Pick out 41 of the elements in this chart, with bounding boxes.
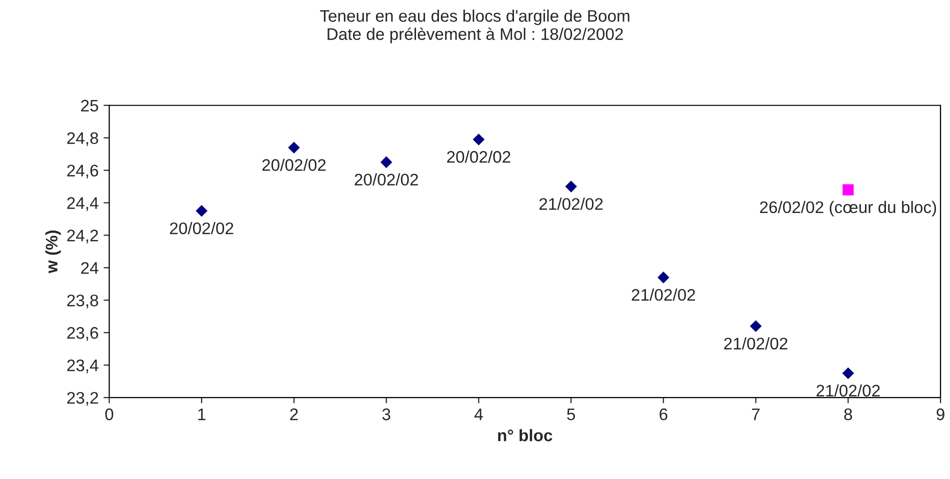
x-tick-label: 2 [290,408,298,420]
annotation: 20/02/02 [262,158,326,171]
y-tick-label: 23,6 [67,327,98,341]
y-tick-label: 24,6 [67,164,98,178]
point [380,156,392,168]
x-tick-label: 7 [752,408,760,420]
x-axis-title: n° bloc [498,429,552,442]
annotation: 20/02/02 [170,222,234,234]
chart-title: Teneur en eau des blocs d'argile de Boom Date de prélèvement à Mol : 18/02/2002 [320,10,630,44]
annotation: 21/02/02 [539,198,603,210]
annotation: 20/02/02 [354,173,418,186]
point [750,320,762,332]
annotation: 20/02/02 [447,150,510,163]
point [658,272,670,284]
y-tick-label: 24,4 [67,197,98,211]
x-tick-label: 1 [198,408,206,420]
y-tick-label: 23,2 [67,392,98,406]
point [842,184,854,196]
point [842,368,854,379]
x-tick-label: 3 [382,408,390,420]
x-tick-label: 4 [474,408,483,420]
x-tick-label: 6 [660,408,668,420]
point [288,142,300,154]
y-tick-label: 24,8 [67,132,98,146]
point [565,180,577,192]
y-axis-title: w (%) [45,230,61,274]
point [196,205,208,216]
y-tick-label: 24 [81,262,98,274]
x-tick-label: 0 [105,408,114,420]
x-tick-label: 9 [936,408,944,420]
point [473,134,484,146]
annotation: 26/02/02 (cœur du bloc) [760,200,936,216]
annotation: 21/02/02 [632,288,696,301]
y-tick-label: 23,8 [67,294,98,308]
x-tick-label: 5 [567,408,575,420]
annotation: 21/02/02 [724,337,788,350]
annotation: 21/02/02 [816,384,880,397]
y-tick-label: 24,2 [67,230,98,244]
y-tick-label: 25 [81,100,98,112]
x-tick-label: 8 [844,408,852,420]
y-tick-label: 23,4 [67,360,98,374]
